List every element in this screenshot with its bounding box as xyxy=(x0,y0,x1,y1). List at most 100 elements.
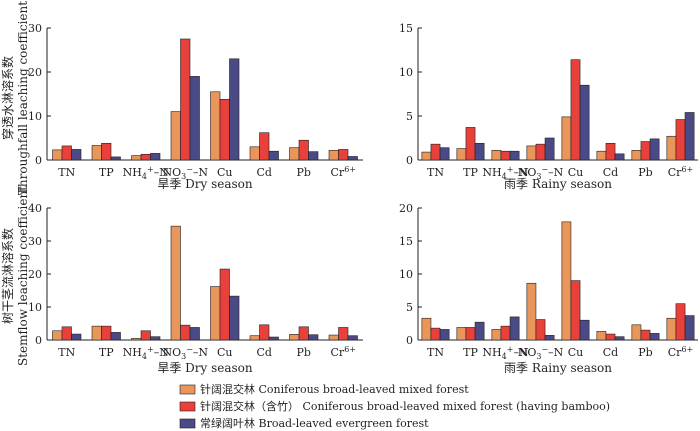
bar-tf_dry-s3-c0 xyxy=(71,149,82,161)
bar-tf_rainy-s3-c7 xyxy=(684,112,695,161)
bar-sf_rainy-s3-c3 xyxy=(544,335,555,341)
x-tick-label: Cd xyxy=(603,166,618,179)
x-tick-label: NH4+–N xyxy=(123,165,170,181)
bar-sf_rainy-s3-c1 xyxy=(474,321,485,341)
bar-tf_dry-s1-c1 xyxy=(91,145,102,161)
y-tick-label: 20 xyxy=(28,268,42,281)
bar-sf_rainy-s2-c6 xyxy=(640,329,651,341)
bar-tf_rainy-s1-c0 xyxy=(421,151,432,161)
bar-tf_rainy-s1-c2 xyxy=(491,150,502,161)
bar-sf_dry-s2-c1 xyxy=(101,325,112,341)
bar-sf_rainy-s2-c2 xyxy=(500,325,511,341)
bar-sf_dry-s3-c5 xyxy=(268,336,279,341)
bar-sf_dry-s3-c7 xyxy=(347,335,358,341)
bar-tf_dry-s2-c1 xyxy=(101,142,112,161)
bar-sf_dry-s2-c2 xyxy=(140,330,151,341)
bar-sf_rainy-s2-c7 xyxy=(675,303,686,341)
bar-sf_dry-s2-c6 xyxy=(298,326,309,341)
x-tick-label: TN xyxy=(58,346,75,359)
bar-sf_rainy-s3-c2 xyxy=(509,316,520,341)
bar-sf_rainy-s3-c6 xyxy=(649,333,660,341)
bar-tf_rainy-s3-c2 xyxy=(509,150,520,161)
bar-sf_rainy-s3-c4 xyxy=(579,319,590,341)
x-tick-label: NH4+–N xyxy=(482,345,529,361)
legend-swatch-s3 xyxy=(179,418,196,429)
y-tick-label: 10 xyxy=(399,268,413,281)
legend: 针阔混交林 Coniferous broad-leaved mixed fore… xyxy=(179,382,610,430)
bar-tf_dry-s3-c2 xyxy=(150,153,161,161)
row-label-top-en: Throughfall leaching coefficient xyxy=(16,1,30,195)
bar-tf_dry-s3-c6 xyxy=(308,151,319,161)
x-tick-label: NO3−–N xyxy=(518,165,564,181)
bar-tf_dry-s3-c1 xyxy=(110,156,121,161)
bar-sf_dry-s2-c7 xyxy=(338,327,349,341)
bar-sf_dry-s1-c1 xyxy=(91,325,102,341)
bar-sf_rainy-s1-c2 xyxy=(491,329,502,341)
bar-tf_rainy-s3-c1 xyxy=(474,142,485,161)
bar-sf_rainy-s2-c3 xyxy=(535,319,546,341)
bar-tf_rainy-s2-c6 xyxy=(640,141,651,161)
bar-tf_rainy-s3-c3 xyxy=(544,137,555,161)
x-tick-label: Pb xyxy=(638,166,652,179)
bar-sf_dry-s2-c3 xyxy=(180,324,191,341)
bar-tf_dry-s1-c4 xyxy=(210,91,221,161)
bar-sf_rainy-s2-c0 xyxy=(430,327,441,341)
bar-sf_rainy-s1-c5 xyxy=(596,331,607,341)
y-tick-label: 5 xyxy=(406,110,413,123)
x-tick-label: Cu xyxy=(568,166,584,179)
y-tick-label: 10 xyxy=(399,66,413,79)
x-tick-label: Cr6+ xyxy=(668,165,693,179)
bar-sf_rainy-s1-c3 xyxy=(526,282,537,341)
legend-label-s3: 常绿阔叶林 Broad-leaved evergreen forest xyxy=(200,416,429,430)
bar-tf_rainy-s2-c3 xyxy=(535,143,546,161)
bar-sf_dry-s1-c2 xyxy=(131,338,142,341)
bar-sf_dry-s1-c3 xyxy=(170,225,181,341)
bar-tf_dry-s3-c7 xyxy=(347,156,358,161)
legend-label-s2: 针阔混交林（含竹） Coniferous broad-leaved mixed … xyxy=(200,399,610,413)
bar-sf_dry-s2-c5 xyxy=(259,324,270,341)
y-tick-label: 20 xyxy=(399,202,413,215)
y-tick-label: 0 xyxy=(35,154,42,167)
y-tick-label: 15 xyxy=(399,22,413,35)
y-tick-label: 0 xyxy=(406,154,413,167)
x-tick-label: TP xyxy=(99,166,114,179)
bar-tf_rainy-s2-c2 xyxy=(500,150,511,161)
x-tick-label: NH4+–N xyxy=(123,345,170,361)
x-tick-label: TP xyxy=(463,346,478,359)
y-tick-label: 5 xyxy=(406,301,413,314)
bar-sf_dry-s3-c4 xyxy=(229,295,240,341)
bar-tf_rainy-s2-c7 xyxy=(675,119,686,161)
x-tick-label: Pb xyxy=(638,346,652,359)
bar-sf_rainy-s3-c0 xyxy=(439,329,450,341)
bar-tf_dry-s2-c2 xyxy=(140,153,151,161)
y-tick-label: 10 xyxy=(28,301,42,314)
x-tick-label: NO3−–N xyxy=(518,345,564,361)
x-tick-label: Cr6+ xyxy=(331,345,356,359)
x-tick-label: Pb xyxy=(297,166,311,179)
bar-sf_dry-s3-c0 xyxy=(71,333,82,341)
bar-sf_rainy-s2-c1 xyxy=(465,327,476,341)
bar-tf_dry-s3-c5 xyxy=(268,150,279,161)
x-tick-label: Cr6+ xyxy=(331,165,356,179)
bar-tf_dry-s1-c2 xyxy=(131,155,142,161)
bar-tf_rainy-s2-c5 xyxy=(605,142,616,161)
bar-tf_dry-s2-c5 xyxy=(259,132,270,161)
bar-sf_rainy-s3-c5 xyxy=(614,336,625,341)
y-tick-label: 20 xyxy=(28,66,42,79)
bar-tf_dry-s2-c3 xyxy=(180,38,191,161)
panel-title: 旱季 Dry season xyxy=(157,361,253,375)
bar-tf_rainy-s2-c1 xyxy=(465,127,476,161)
bar-tf_dry-s3-c3 xyxy=(189,76,200,161)
y-tick-label: 15 xyxy=(399,235,413,248)
bar-sf_dry-s3-c3 xyxy=(189,327,200,341)
legend-swatch-s1 xyxy=(179,384,196,395)
bar-tf_dry-s3-c4 xyxy=(229,58,240,161)
x-tick-label: Cd xyxy=(603,346,618,359)
bar-sf_rainy-s1-c7 xyxy=(666,317,677,341)
bar-tf_dry-s1-c6 xyxy=(289,147,300,161)
bar-tf_rainy-s3-c5 xyxy=(614,153,625,161)
